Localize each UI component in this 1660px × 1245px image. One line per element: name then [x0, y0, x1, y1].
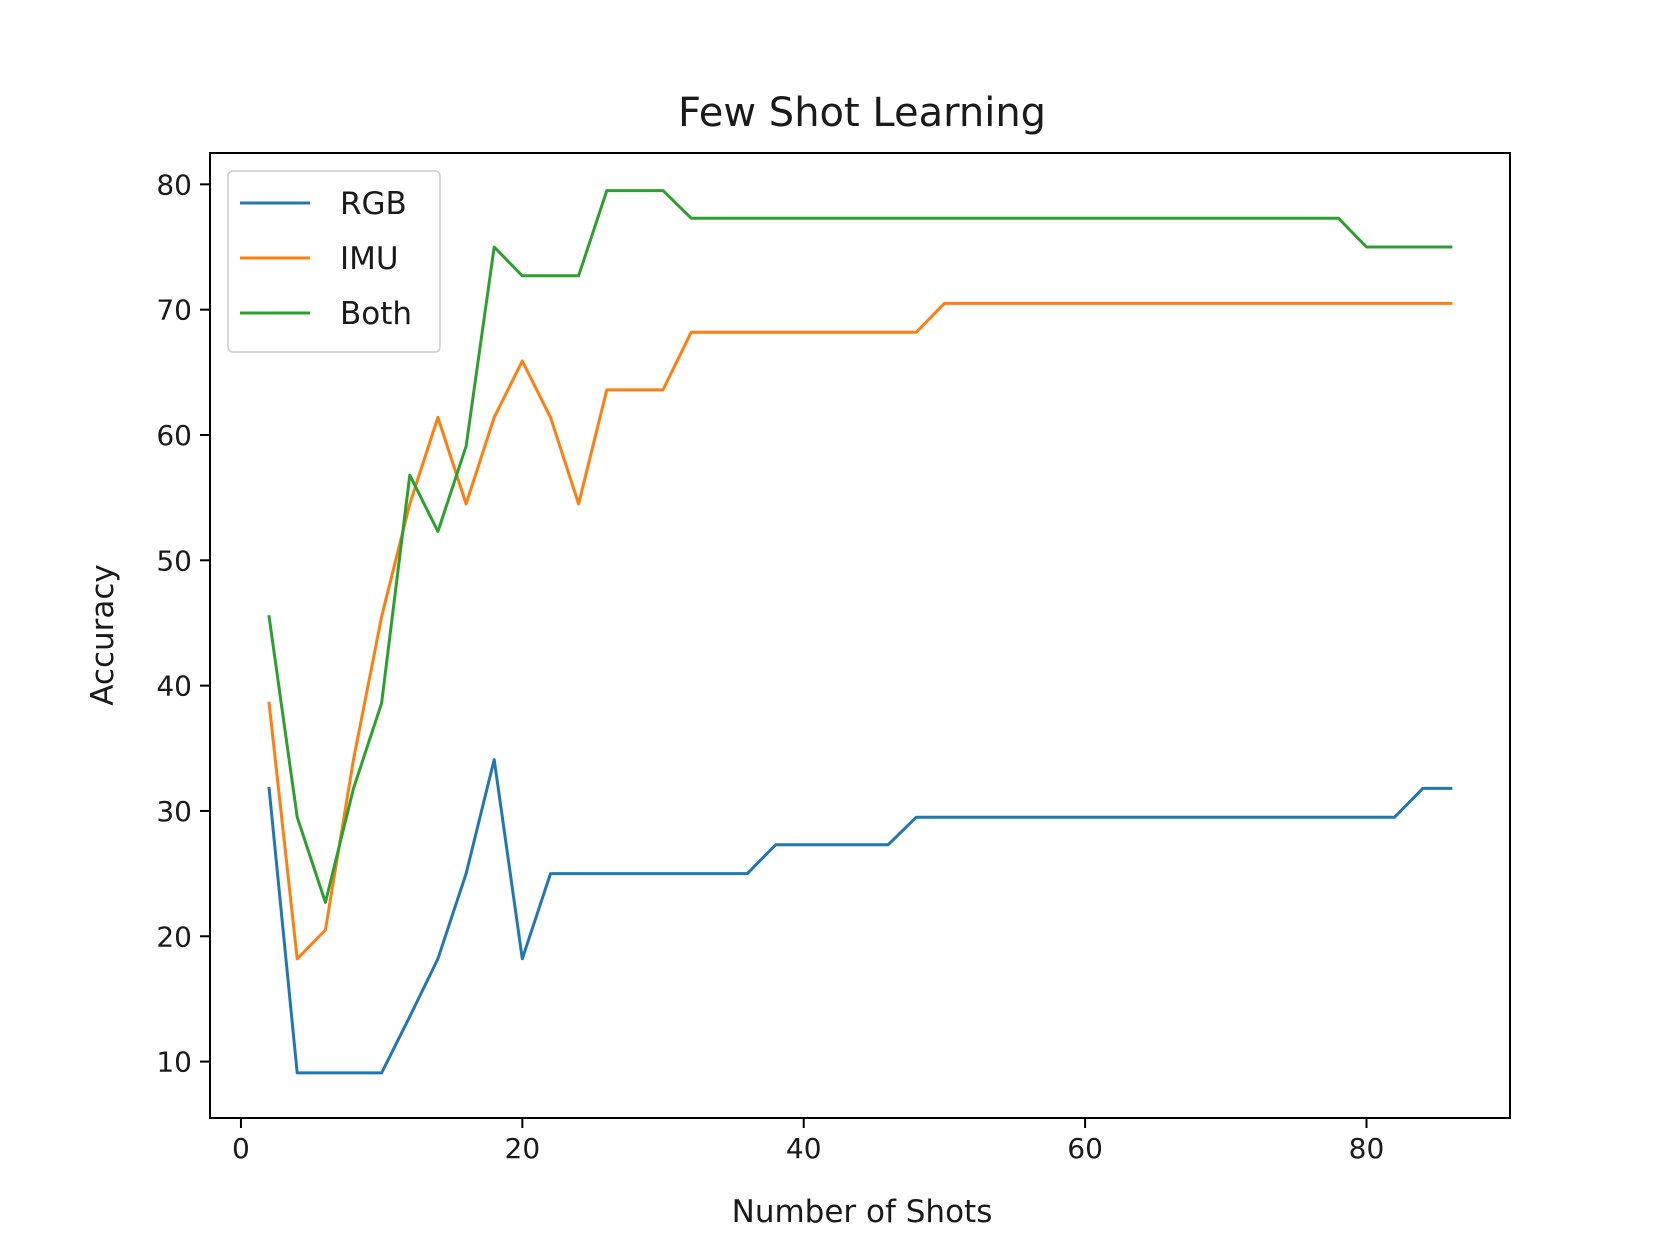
- legend-label-rgb: RGB: [340, 186, 407, 222]
- x-tick-label: 40: [786, 1132, 822, 1165]
- legend-box: [227, 170, 441, 353]
- y-tick-label: 80: [156, 168, 192, 201]
- x-axis-label: Number of Shots: [732, 1194, 993, 1230]
- x-tick-label: 80: [1349, 1132, 1385, 1165]
- y-tick-label: 40: [156, 670, 192, 703]
- x-tick-label: 60: [1067, 1132, 1103, 1165]
- x-tick-label: 20: [505, 1132, 541, 1165]
- y-axis-label: Accuracy: [85, 564, 121, 706]
- x-axis-ticks: 0 20 40 60 80: [232, 1118, 1384, 1165]
- y-tick-label: 30: [156, 795, 192, 828]
- legend: RGB IMU Both: [227, 170, 441, 353]
- x-tick-label: 0: [232, 1132, 250, 1165]
- y-tick-label: 20: [156, 920, 192, 953]
- series-layer: [267, 189, 1453, 1075]
- legend-label-imu: IMU: [340, 241, 399, 277]
- y-tick-label: 60: [156, 419, 192, 452]
- legend-label-both: Both: [340, 296, 412, 332]
- y-tick-label: 10: [156, 1046, 192, 1079]
- y-tick-label: 70: [156, 294, 192, 327]
- chart-title: Few Shot Learning: [678, 90, 1046, 136]
- y-tick-label: 50: [156, 544, 192, 577]
- y-axis-ticks: 10 20 30 40 50 60 70 80: [156, 168, 210, 1079]
